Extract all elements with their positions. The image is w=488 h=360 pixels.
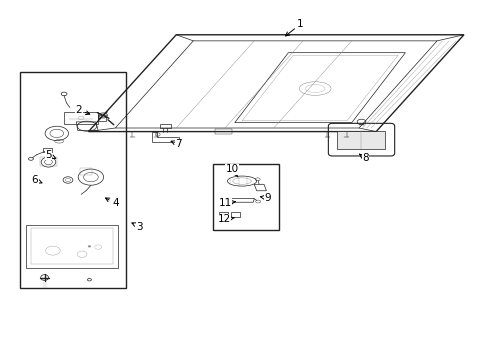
Bar bbox=[230, 212, 239, 217]
Bar bbox=[159, 125, 171, 128]
Bar bbox=[31, 228, 113, 264]
Bar bbox=[219, 212, 227, 217]
Text: 1: 1 bbox=[285, 19, 303, 36]
Text: 7: 7 bbox=[171, 139, 182, 149]
Text: 6: 6 bbox=[31, 175, 42, 185]
Bar bbox=[40, 157, 57, 166]
Text: 3: 3 bbox=[132, 222, 142, 231]
Text: 8: 8 bbox=[359, 153, 368, 163]
Bar bbox=[336, 131, 384, 149]
Bar bbox=[212, 164, 278, 230]
Bar bbox=[43, 148, 52, 152]
Bar bbox=[20, 72, 126, 288]
Text: 5: 5 bbox=[45, 150, 56, 160]
Bar bbox=[80, 168, 92, 175]
Bar bbox=[215, 129, 232, 134]
Ellipse shape bbox=[88, 246, 91, 247]
Text: 10: 10 bbox=[225, 164, 238, 177]
Text: 2: 2 bbox=[75, 105, 89, 115]
Text: 11: 11 bbox=[218, 198, 235, 208]
Text: 9: 9 bbox=[260, 193, 271, 203]
Text: 12: 12 bbox=[217, 215, 234, 224]
Text: 4: 4 bbox=[105, 198, 119, 208]
